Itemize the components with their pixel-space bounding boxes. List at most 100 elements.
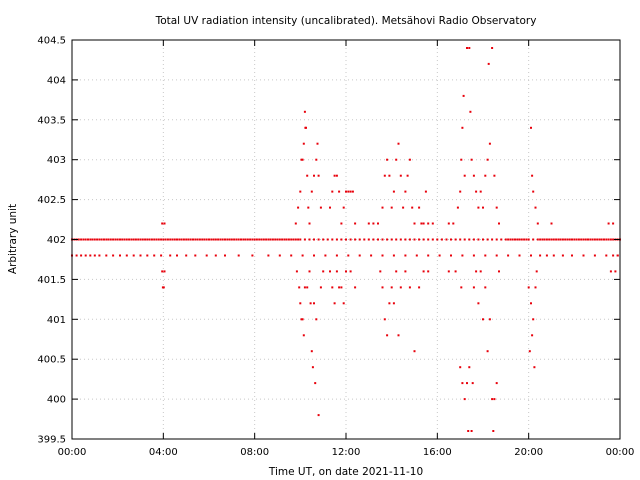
- data-point: [278, 238, 281, 241]
- data-point: [203, 238, 206, 241]
- data-point: [372, 238, 375, 241]
- data-point: [308, 222, 311, 225]
- data-point: [461, 126, 464, 129]
- data-point: [258, 238, 261, 241]
- data-point: [80, 254, 83, 257]
- data-point: [201, 238, 204, 241]
- data-point: [518, 238, 521, 241]
- data-point: [310, 350, 313, 353]
- data-point: [160, 238, 163, 241]
- data-point: [214, 254, 217, 257]
- data-point: [116, 238, 119, 241]
- data-point: [319, 286, 322, 289]
- data-point: [564, 238, 567, 241]
- data-point: [313, 174, 315, 177]
- data-point: [539, 238, 542, 241]
- data-point: [265, 238, 268, 241]
- data-point: [533, 366, 536, 369]
- data-point: [80, 238, 83, 241]
- data-point: [450, 254, 452, 257]
- data-point: [299, 238, 302, 241]
- data-point: [185, 254, 188, 257]
- data-point: [471, 382, 474, 385]
- data-point: [418, 206, 421, 209]
- data-point: [557, 238, 560, 241]
- data-point: [169, 238, 172, 241]
- data-point: [93, 254, 96, 257]
- data-point: [475, 190, 478, 193]
- data-point: [388, 302, 391, 305]
- data-point: [255, 238, 258, 241]
- data-point: [226, 238, 229, 241]
- data-point: [309, 302, 312, 305]
- data-point: [377, 222, 379, 225]
- data-point: [128, 238, 131, 241]
- data-point: [210, 238, 213, 241]
- data-point: [114, 238, 117, 241]
- y-tick-label: 399.5: [37, 435, 66, 446]
- data-point: [91, 238, 94, 241]
- data-point: [285, 238, 288, 241]
- data-point: [509, 238, 512, 241]
- data-point: [148, 238, 151, 241]
- data-point: [96, 238, 99, 241]
- data-point: [543, 238, 546, 241]
- data-point: [523, 238, 526, 241]
- data-point: [322, 270, 325, 273]
- data-point: [381, 206, 384, 209]
- data-point: [162, 238, 165, 241]
- data-point: [577, 238, 580, 241]
- data-point: [162, 286, 165, 289]
- data-point: [532, 238, 535, 241]
- data-point: [603, 238, 605, 241]
- data-point: [520, 238, 523, 241]
- data-point: [221, 238, 224, 241]
- data-point: [488, 142, 491, 145]
- data-point: [386, 238, 389, 241]
- data-point: [139, 254, 142, 257]
- data-point: [176, 238, 178, 241]
- data-point: [141, 238, 144, 241]
- data-point: [571, 238, 573, 241]
- data-point: [125, 238, 128, 241]
- data-point: [527, 286, 530, 289]
- data-point: [392, 254, 395, 257]
- data-point: [340, 286, 343, 289]
- data-point: [593, 238, 596, 241]
- data-point: [487, 62, 490, 65]
- data-point: [402, 206, 405, 209]
- data-point: [178, 238, 181, 241]
- data-point: [310, 190, 313, 193]
- data-point: [295, 270, 298, 273]
- data-point: [395, 238, 398, 241]
- data-point: [324, 254, 327, 257]
- data-point: [299, 302, 302, 305]
- data-point: [335, 270, 338, 273]
- data-point: [495, 238, 498, 241]
- data-point: [237, 254, 240, 257]
- data-point: [185, 238, 188, 241]
- data-point: [109, 238, 112, 241]
- data-point: [338, 286, 341, 289]
- data-point: [555, 238, 558, 241]
- data-point: [305, 126, 307, 129]
- data-point: [472, 174, 475, 177]
- y-tick-label: 402.5: [37, 195, 66, 206]
- data-point: [246, 238, 249, 241]
- data-point: [422, 270, 425, 273]
- data-point: [308, 270, 311, 273]
- data-point: [98, 238, 101, 241]
- data-point: [440, 238, 443, 241]
- data-point: [194, 254, 197, 257]
- data-point: [251, 238, 254, 241]
- data-point: [307, 206, 310, 209]
- data-point: [472, 286, 475, 289]
- data-point: [89, 238, 92, 241]
- data-point: [119, 238, 121, 241]
- data-point: [82, 238, 85, 241]
- y-tick-label: 404.5: [37, 36, 66, 47]
- data-point: [302, 142, 305, 145]
- data-point: [198, 238, 201, 241]
- data-point: [484, 174, 487, 177]
- data-point: [260, 238, 263, 241]
